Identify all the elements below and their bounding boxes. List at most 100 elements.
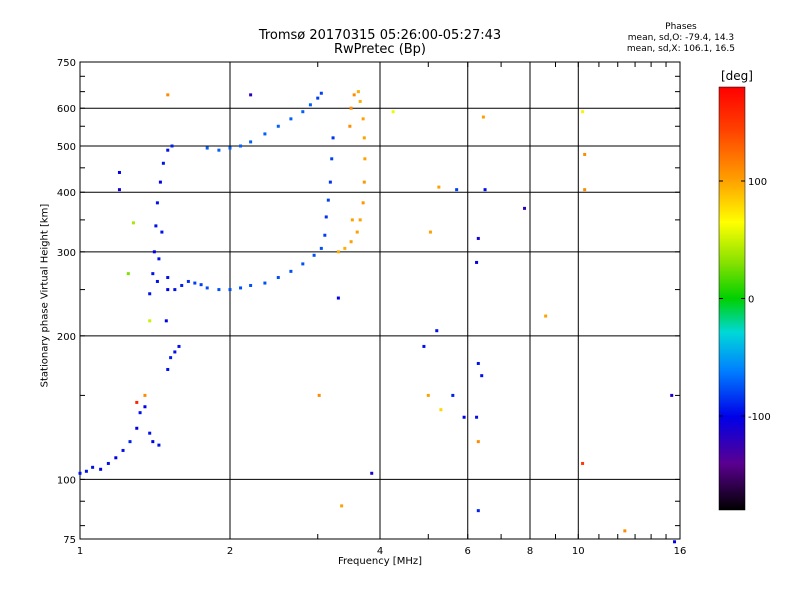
y-tick-label: 75: [63, 535, 76, 546]
data-point: [99, 467, 103, 471]
phases-o-stats: mean, sd,O: -79.4, 14.3: [627, 33, 735, 43]
data-point: [114, 456, 118, 460]
data-point: [356, 90, 360, 94]
phases-stats: Phases mean, sd,O: -79.4, 14.3 mean, sd,…: [627, 22, 735, 55]
data-point: [155, 201, 159, 205]
data-point: [138, 411, 142, 415]
data-point: [581, 461, 585, 465]
data-point: [166, 148, 170, 152]
y-tick-label: 100: [57, 475, 76, 486]
data-point: [480, 374, 484, 378]
data-point: [131, 221, 135, 225]
data-point: [355, 230, 359, 234]
data-point: [199, 283, 203, 287]
data-point: [324, 215, 328, 219]
data-point: [476, 440, 480, 444]
y-tick-label: 750: [57, 58, 76, 69]
y-tick-label: 500: [57, 142, 76, 153]
data-point: [117, 188, 121, 192]
data-point: [135, 426, 139, 430]
data-point: [148, 319, 152, 323]
x-tick-label: 1: [77, 546, 83, 557]
data-point: [319, 91, 323, 95]
data-point: [475, 415, 479, 419]
data-point: [289, 269, 293, 273]
data-point: [336, 296, 340, 300]
colorbar-tick-label: 100: [748, 177, 767, 188]
data-point: [135, 400, 139, 404]
data-point: [166, 367, 170, 371]
data-point: [331, 136, 335, 140]
data-point: [121, 448, 125, 452]
data-point: [362, 136, 366, 140]
axis-ticks: 1 2 4 6 8 10 16 75 100 200 300 400 500 600 750: [57, 58, 686, 557]
data-point: [160, 230, 164, 234]
y-tick-label: 300: [57, 248, 76, 259]
data-point: [177, 344, 181, 348]
data-point: [117, 170, 121, 174]
data-point: [437, 185, 441, 189]
data-point: [361, 117, 365, 121]
data-point: [301, 262, 305, 266]
data-point: [317, 393, 321, 397]
data-point: [583, 152, 587, 156]
data-point: [205, 146, 209, 150]
x-tick-label: 4: [377, 546, 383, 557]
data-point: [391, 110, 395, 114]
data-point: [249, 93, 253, 97]
data-point: [363, 157, 367, 161]
data-point: [326, 198, 330, 202]
data-point: [152, 250, 156, 254]
data-points: [78, 90, 677, 544]
data-point: [128, 440, 132, 444]
data-point: [370, 471, 374, 475]
data-point: [361, 201, 365, 205]
data-point: [84, 469, 88, 473]
data-point: [151, 440, 155, 444]
colorbar-unit-label: [deg]: [721, 69, 753, 83]
data-point: [349, 240, 353, 244]
x-tick-label: 10: [572, 546, 585, 557]
data-point: [301, 110, 305, 114]
data-point: [475, 260, 479, 264]
data-point: [308, 103, 312, 107]
data-point: [451, 393, 455, 397]
data-point: [670, 393, 674, 397]
data-point: [228, 146, 232, 150]
y-tick-label: 400: [57, 188, 76, 199]
data-point: [523, 206, 527, 210]
data-point: [581, 110, 585, 114]
chart-title: Tromsø 20170315 05:26:00-05:27:43: [258, 28, 502, 43]
chart-subtitle: RwPretec (Bp): [333, 42, 427, 57]
y-tick-label: 200: [57, 332, 76, 343]
colorbar-tick-label: -100: [748, 412, 771, 423]
data-point: [173, 350, 177, 354]
data-point: [476, 236, 480, 240]
y-axis-label: Stationary phase Virtual Height [km]: [39, 203, 51, 388]
data-point: [249, 140, 253, 144]
x-tick-label: 8: [527, 546, 533, 557]
data-point: [323, 233, 327, 237]
y-tick-label: 600: [57, 104, 76, 115]
data-point: [78, 471, 82, 475]
data-point: [312, 253, 316, 257]
data-point: [217, 288, 221, 292]
data-point: [544, 314, 548, 318]
data-point: [186, 279, 190, 283]
data-point: [358, 218, 362, 222]
data-point: [91, 465, 95, 469]
data-point: [169, 356, 173, 360]
data-point: [349, 106, 353, 110]
data-point: [164, 319, 168, 323]
data-point: [439, 408, 443, 412]
x-axis-label: Frequency [MHz]: [337, 556, 423, 567]
data-point: [158, 180, 162, 184]
data-point: [228, 288, 232, 292]
data-point: [330, 157, 334, 161]
data-point: [161, 161, 165, 165]
data-point: [276, 276, 280, 280]
data-point: [476, 361, 480, 365]
data-point: [336, 250, 340, 254]
colorbar-tick-label: 0: [748, 295, 754, 306]
data-point: [126, 272, 130, 276]
